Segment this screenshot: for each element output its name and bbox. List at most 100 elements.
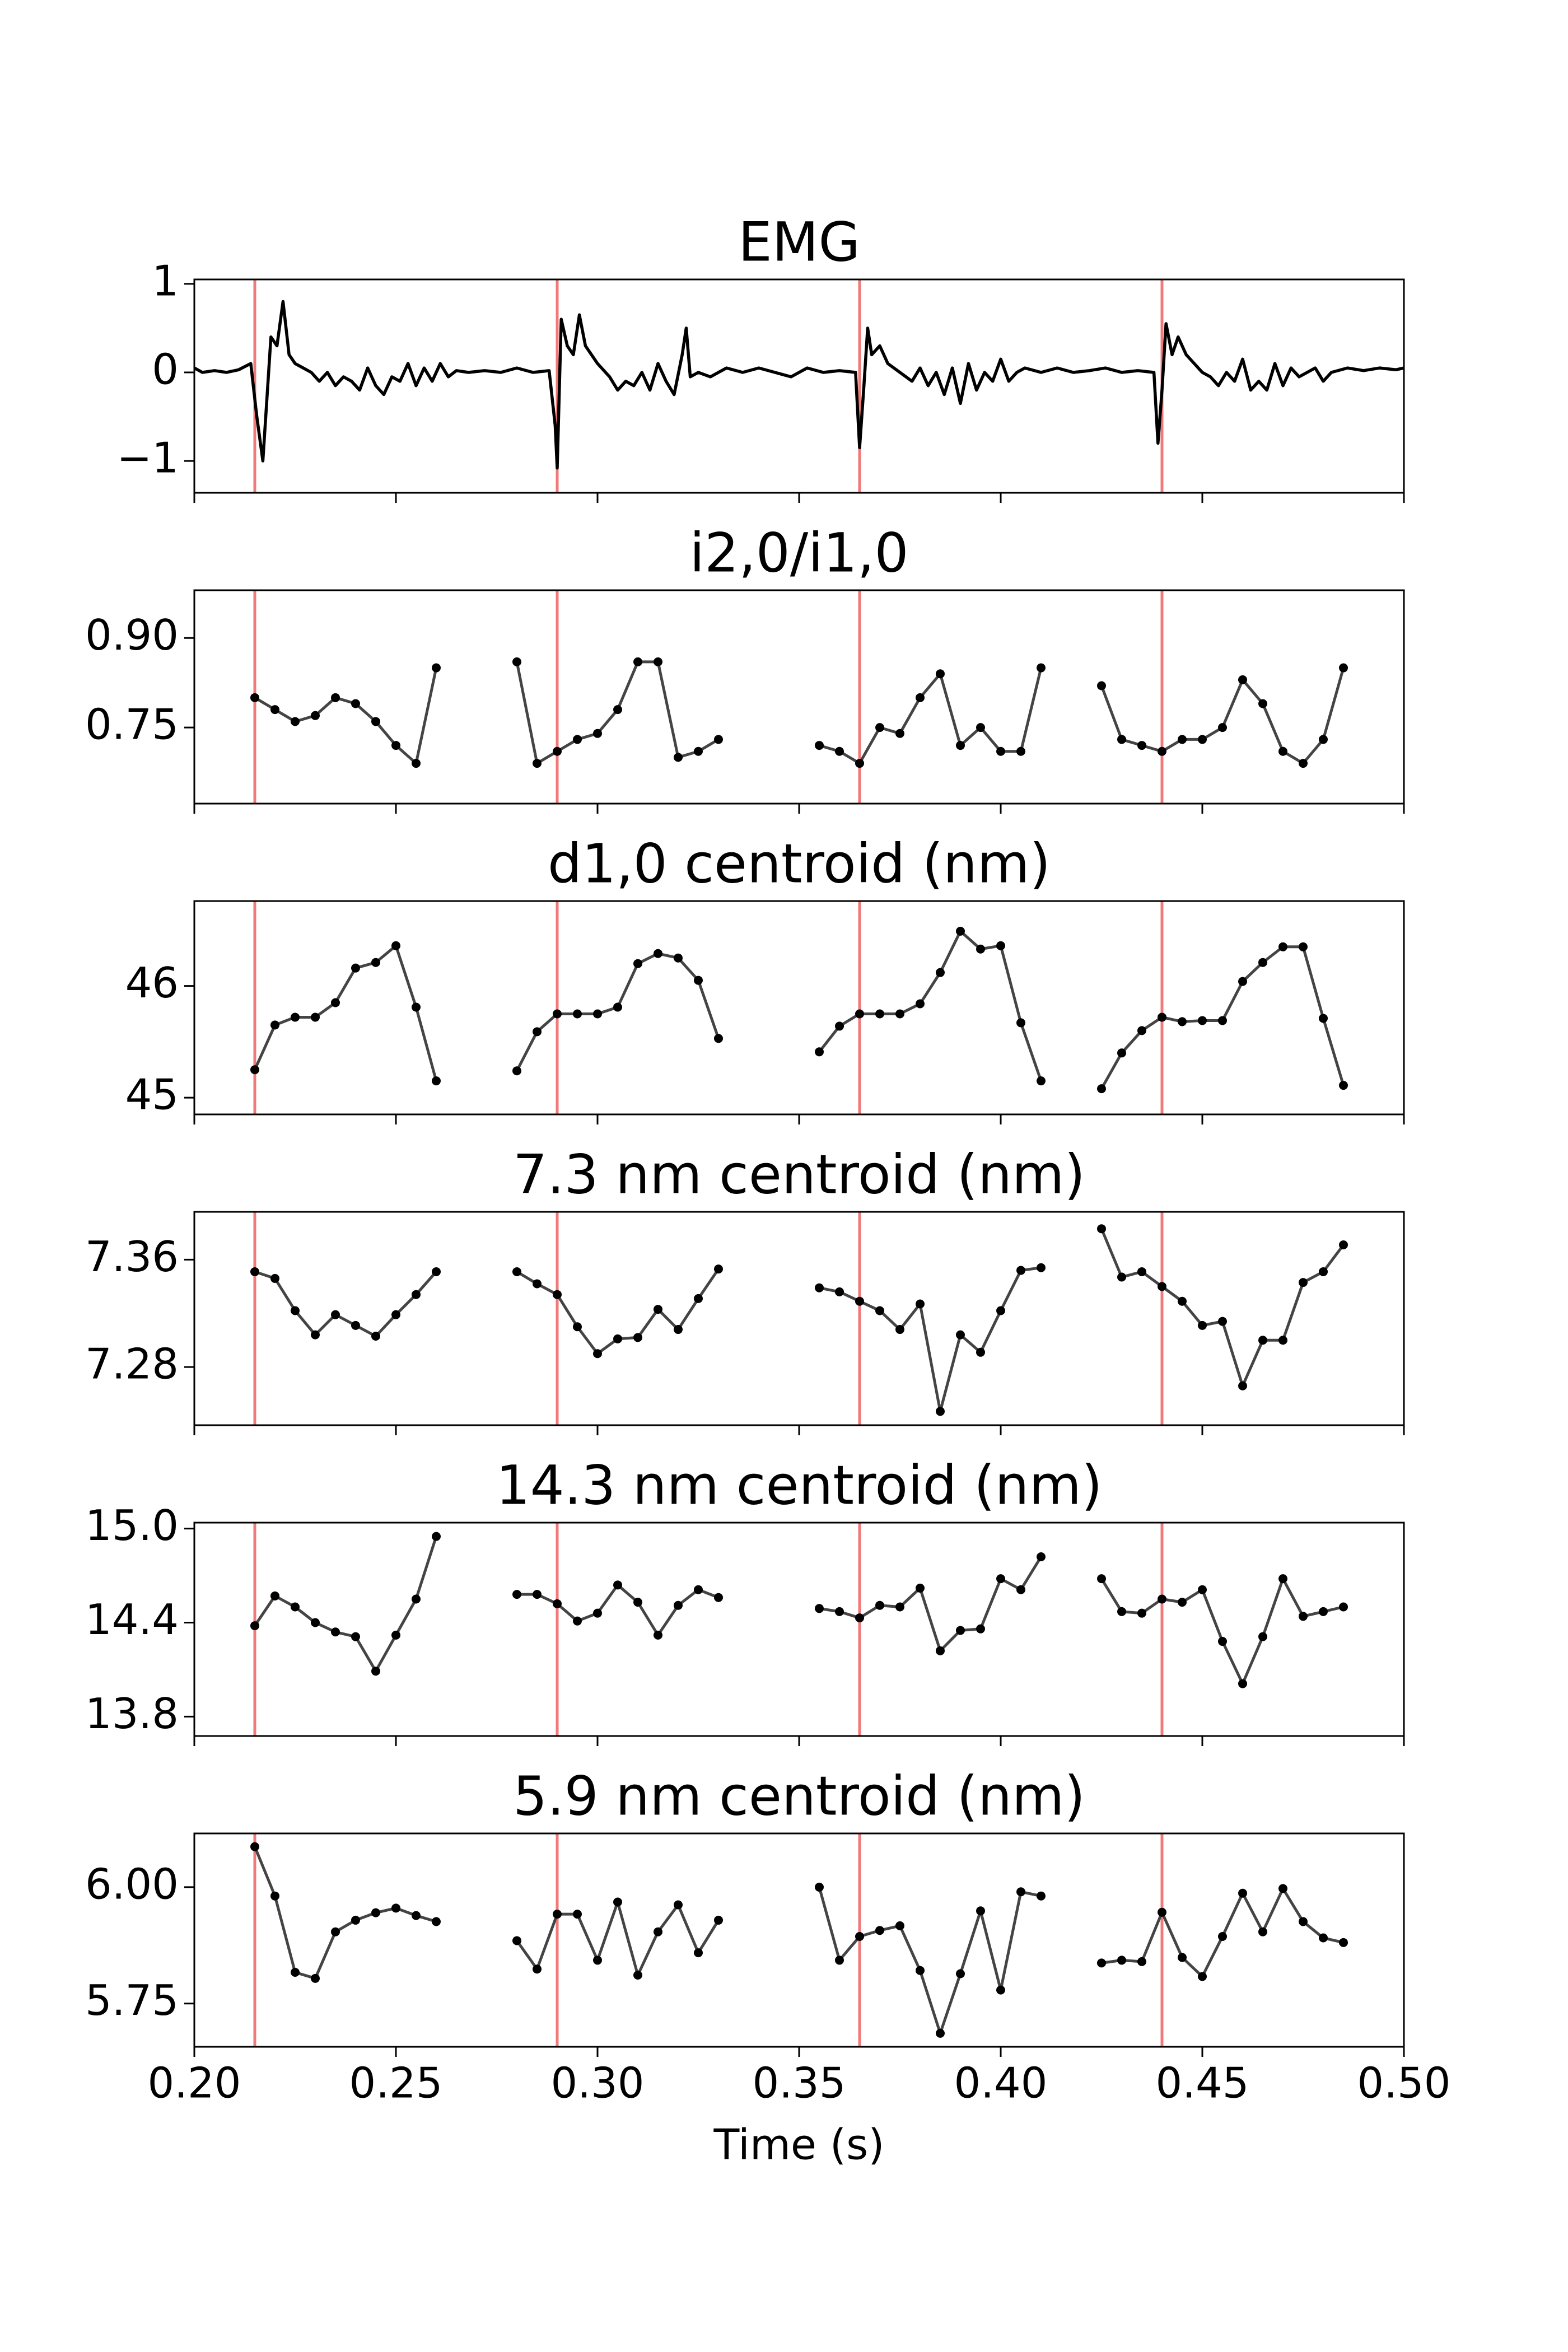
data-point bbox=[613, 705, 622, 715]
x-tick-label: 0.20 bbox=[148, 2059, 241, 2108]
data-point bbox=[916, 999, 925, 1009]
data-point bbox=[1097, 1574, 1106, 1584]
data-point bbox=[916, 693, 925, 702]
data-point bbox=[1158, 1012, 1166, 1022]
data-point bbox=[250, 1267, 259, 1276]
data-point bbox=[895, 1602, 904, 1612]
data-point bbox=[1198, 1972, 1207, 1981]
data-point bbox=[1278, 1884, 1287, 1893]
data-point bbox=[1117, 1956, 1126, 1965]
axes-frame bbox=[193, 1522, 1405, 1737]
data-point bbox=[855, 1009, 864, 1019]
data-point bbox=[270, 1891, 279, 1901]
data-point bbox=[1218, 1637, 1227, 1646]
data-point bbox=[1158, 1907, 1166, 1917]
data-point bbox=[291, 1602, 300, 1612]
data-point bbox=[714, 1264, 723, 1274]
data-point bbox=[1158, 1282, 1166, 1291]
x-tick-label: 0.50 bbox=[1357, 2059, 1451, 2108]
data-point bbox=[996, 746, 1005, 756]
data-point bbox=[432, 1076, 441, 1086]
data-point bbox=[1278, 1574, 1287, 1584]
data-line bbox=[253, 1846, 437, 1980]
data-point bbox=[331, 1310, 340, 1319]
data-point bbox=[1278, 942, 1287, 951]
data-point bbox=[331, 693, 340, 702]
data-point bbox=[1258, 1927, 1267, 1936]
data-point bbox=[1198, 735, 1207, 744]
data-point bbox=[1178, 1296, 1187, 1306]
data-point bbox=[633, 1971, 642, 1980]
data-point bbox=[533, 1027, 542, 1037]
data-point bbox=[1339, 663, 1348, 673]
data-point bbox=[996, 1574, 1005, 1584]
data-point bbox=[916, 1583, 925, 1593]
data-point bbox=[936, 2028, 945, 2038]
data-point bbox=[1238, 1679, 1247, 1688]
data-point bbox=[391, 1310, 400, 1319]
data-point bbox=[533, 1964, 542, 1974]
data-point bbox=[593, 1009, 602, 1019]
data-point bbox=[1299, 1612, 1308, 1621]
data-point bbox=[1158, 746, 1166, 756]
data-point bbox=[593, 729, 602, 738]
y-tick-label: −1 bbox=[116, 433, 179, 483]
chart-title: d1,0 centroid (nm) bbox=[548, 832, 1051, 895]
data-point bbox=[1117, 1048, 1126, 1058]
data-point bbox=[1238, 675, 1247, 684]
data-point bbox=[553, 746, 562, 756]
y-tick-label: 14.4 bbox=[85, 1595, 179, 1644]
data-point bbox=[674, 753, 683, 762]
data-point bbox=[976, 1347, 985, 1357]
data-point bbox=[533, 759, 542, 768]
data-point bbox=[936, 1646, 945, 1655]
data-point bbox=[412, 1594, 421, 1604]
y-tick-label: 45 bbox=[125, 1070, 179, 1119]
data-point bbox=[976, 1624, 985, 1634]
y-tick-label: 5.75 bbox=[85, 1976, 179, 2025]
data-point bbox=[250, 1621, 259, 1631]
data-point bbox=[1218, 1932, 1227, 1942]
data-line bbox=[254, 1270, 437, 1338]
data-point bbox=[815, 1283, 824, 1292]
data-point bbox=[694, 1948, 703, 1958]
data-point bbox=[996, 1985, 1005, 1995]
data-point bbox=[1339, 1938, 1348, 1947]
x-tick-label: 0.35 bbox=[753, 2059, 846, 2108]
data-point bbox=[432, 1532, 441, 1541]
chart-title: 5.9 nm centroid (nm) bbox=[513, 1765, 1085, 1827]
data-point bbox=[311, 1973, 320, 1983]
data-point bbox=[1238, 977, 1247, 986]
data-point bbox=[1037, 1552, 1046, 1561]
data-point bbox=[613, 1897, 622, 1907]
chart-title: 7.3 nm centroid (nm) bbox=[513, 1143, 1085, 1206]
data-point bbox=[533, 1279, 542, 1289]
data-point bbox=[391, 1903, 400, 1913]
data-point bbox=[613, 1002, 622, 1012]
y-tick-label: 0.75 bbox=[85, 700, 179, 749]
data-point bbox=[291, 1968, 300, 1977]
data-point bbox=[371, 1667, 380, 1676]
data-point bbox=[916, 1299, 925, 1309]
data-point bbox=[412, 1911, 421, 1920]
data-point bbox=[573, 735, 582, 744]
data-point bbox=[1117, 1607, 1126, 1616]
data-point bbox=[875, 1306, 884, 1315]
data-point bbox=[916, 1966, 925, 1975]
data-point bbox=[654, 1630, 662, 1640]
data-point bbox=[895, 729, 904, 738]
data-point bbox=[855, 759, 864, 768]
data-point bbox=[1319, 1933, 1328, 1943]
data-point bbox=[956, 1969, 965, 1978]
axes-frame bbox=[193, 900, 1405, 1116]
data-point bbox=[1178, 1953, 1187, 1962]
data-point bbox=[835, 1287, 844, 1296]
data-point bbox=[1198, 1016, 1207, 1025]
data-point bbox=[855, 1296, 864, 1306]
data-point bbox=[996, 941, 1005, 950]
data-point bbox=[956, 1330, 965, 1340]
data-point bbox=[654, 949, 662, 958]
data-point bbox=[694, 976, 703, 985]
data-point bbox=[432, 663, 441, 673]
data-point bbox=[291, 1306, 300, 1315]
